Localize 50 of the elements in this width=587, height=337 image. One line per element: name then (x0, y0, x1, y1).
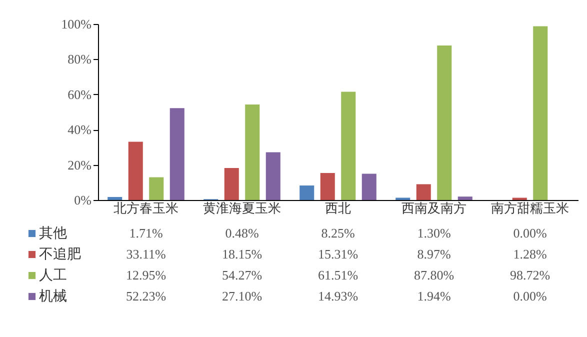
legend-label: 人工 (39, 268, 67, 284)
data-label: 33.11% (126, 246, 166, 262)
y-tick-label: 60% (68, 86, 92, 102)
data-label: 87.80% (414, 268, 454, 282)
legend-label: 机械 (39, 288, 67, 304)
legend-label: 不追肥 (39, 246, 81, 262)
data-label: 15.31% (318, 246, 358, 262)
data-label: 8.97% (417, 246, 451, 262)
bar (533, 26, 548, 200)
data-label: 0.48% (225, 226, 259, 240)
x-tick-label: 南方甜糯玉米 (491, 200, 569, 216)
bar (320, 173, 335, 200)
data-label: 12.95% (126, 268, 166, 282)
y-tick-label: 20% (68, 157, 92, 172)
data-label: 1.94% (417, 288, 451, 304)
bar (416, 184, 431, 200)
data-label: 18.15% (222, 246, 262, 262)
bar (128, 142, 143, 200)
data-label: 0.00% (513, 226, 547, 240)
x-tick-label: 西北 (325, 202, 351, 216)
data-label: 1.71% (129, 226, 163, 240)
bar (224, 168, 239, 200)
y-tick-label: 80% (68, 52, 92, 67)
bar (362, 174, 376, 200)
y-tick-label: 40% (68, 122, 92, 138)
bar (149, 177, 164, 200)
data-label: 61.51% (318, 268, 358, 282)
bar (458, 196, 472, 200)
data-label: 14.93% (318, 288, 358, 304)
x-tick-label: 西南及南方 (402, 200, 466, 216)
data-label: 52.23% (126, 288, 166, 304)
data-label: 8.25% (321, 226, 355, 240)
x-tick-label: 黄淮海夏玉米 (203, 202, 281, 216)
bar (266, 152, 280, 200)
data-label: 98.72% (510, 268, 550, 282)
bar (108, 196, 122, 200)
y-tick-label: 0% (74, 192, 92, 208)
bar (341, 92, 356, 200)
data-label: 1.28% (513, 246, 547, 262)
x-tick-label: 北方春玉米 (114, 200, 178, 216)
y-tick-label: 100% (61, 16, 92, 32)
bar (170, 108, 184, 200)
bar (245, 104, 260, 200)
data-label: 27.10% (222, 288, 262, 304)
data-label: 1.30% (417, 226, 451, 240)
legend-label: 其他 (39, 226, 67, 242)
bar (300, 185, 314, 200)
data-label: 0.00% (513, 288, 547, 304)
data-label: 54.27% (222, 268, 262, 282)
bar (437, 45, 452, 200)
